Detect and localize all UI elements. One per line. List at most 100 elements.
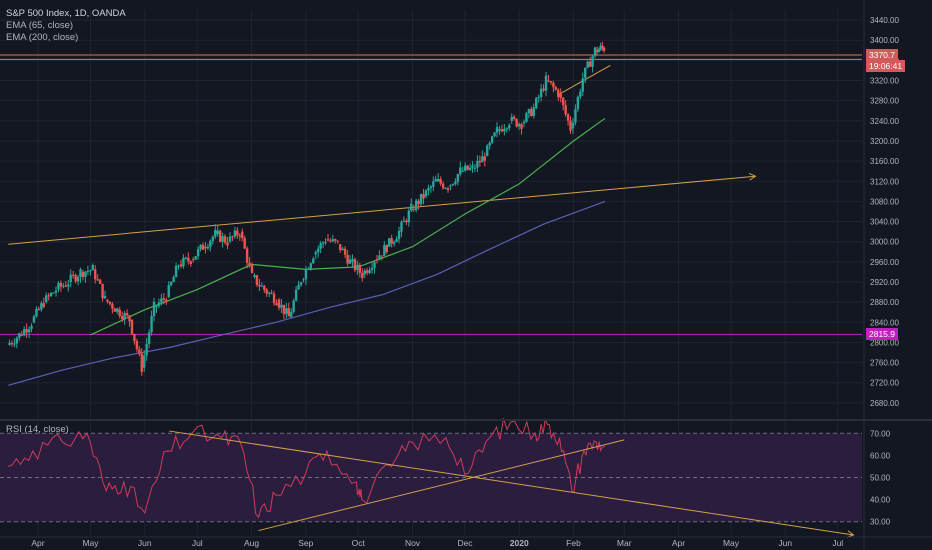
candle[interactable] — [96, 274, 99, 282]
candle[interactable] — [407, 207, 411, 227]
candle[interactable] — [294, 286, 298, 302]
candle[interactable] — [287, 302, 290, 317]
candle[interactable] — [64, 281, 68, 288]
candle[interactable] — [397, 226, 401, 244]
candle[interactable] — [228, 232, 232, 244]
candle[interactable] — [18, 332, 21, 341]
candle[interactable] — [192, 256, 195, 263]
candle[interactable] — [42, 297, 45, 309]
candle[interactable] — [463, 162, 467, 173]
candle[interactable] — [184, 256, 188, 260]
candle[interactable] — [30, 323, 33, 333]
trendline[interactable] — [8, 175, 756, 245]
candle[interactable] — [54, 286, 58, 297]
candle[interactable] — [517, 122, 521, 131]
candle[interactable] — [182, 254, 185, 269]
candle[interactable] — [270, 289, 273, 295]
candle[interactable] — [459, 161, 462, 177]
candle[interactable] — [214, 224, 217, 240]
candle[interactable] — [584, 67, 587, 84]
candle[interactable] — [434, 175, 437, 182]
candle[interactable] — [581, 72, 584, 97]
candle[interactable] — [466, 165, 469, 171]
candle[interactable] — [37, 306, 41, 311]
candle[interactable] — [405, 218, 408, 226]
candle[interactable] — [410, 198, 413, 213]
candle[interactable] — [236, 227, 239, 239]
candle[interactable] — [586, 60, 589, 69]
candle[interactable] — [417, 198, 420, 210]
candle[interactable] — [486, 144, 489, 157]
ema200-line[interactable] — [8, 200, 606, 386]
candle[interactable] — [356, 260, 359, 276]
candle[interactable] — [263, 284, 266, 293]
candle[interactable] — [125, 309, 129, 317]
candle[interactable] — [468, 163, 472, 172]
candle[interactable] — [390, 234, 393, 248]
candle[interactable] — [81, 269, 85, 281]
candle[interactable] — [500, 124, 504, 133]
candle[interactable] — [552, 80, 555, 93]
candle[interactable] — [530, 106, 533, 117]
candle[interactable] — [211, 235, 215, 245]
ema200-legend[interactable]: EMA (200, close) — [6, 32, 79, 43]
candle[interactable] — [595, 46, 599, 56]
candle[interactable] — [196, 246, 200, 260]
candle[interactable] — [267, 291, 271, 298]
candle[interactable] — [243, 235, 246, 250]
candle[interactable] — [231, 235, 234, 242]
candle[interactable] — [437, 173, 440, 182]
candle[interactable] — [527, 108, 531, 119]
candle[interactable] — [481, 150, 484, 163]
candle[interactable] — [478, 155, 482, 167]
symbol-title[interactable]: S&P 500 Index, 1D, OANDA — [6, 8, 126, 19]
candle[interactable] — [157, 298, 161, 309]
candle[interactable] — [277, 297, 281, 311]
candle[interactable] — [439, 176, 442, 186]
candle[interactable] — [385, 244, 388, 254]
candle[interactable] — [172, 275, 175, 283]
candle[interactable] — [145, 338, 148, 361]
candle[interactable] — [309, 262, 313, 271]
candle[interactable] — [388, 238, 391, 247]
candle[interactable] — [241, 228, 244, 242]
candle[interactable] — [275, 299, 278, 306]
candle[interactable] — [321, 241, 325, 249]
candle[interactable] — [471, 161, 474, 173]
candle[interactable] — [508, 123, 511, 131]
candle[interactable] — [427, 184, 430, 196]
candle[interactable] — [162, 293, 166, 305]
candle[interactable] — [113, 307, 117, 312]
candle[interactable] — [265, 288, 268, 297]
candle[interactable] — [194, 256, 197, 260]
candle[interactable] — [544, 71, 548, 97]
candle[interactable] — [473, 163, 477, 173]
candle[interactable] — [370, 261, 374, 274]
candle[interactable] — [67, 279, 70, 292]
candle[interactable] — [515, 118, 518, 128]
candle[interactable] — [539, 83, 543, 102]
candle[interactable] — [319, 241, 322, 254]
candle[interactable] — [140, 348, 143, 376]
candle[interactable] — [155, 305, 158, 314]
candle[interactable] — [272, 290, 276, 306]
candle[interactable] — [373, 260, 376, 274]
candle[interactable] — [221, 232, 224, 248]
candle[interactable] — [8, 339, 11, 346]
candle[interactable] — [392, 240, 396, 247]
candle[interactable] — [297, 280, 300, 290]
candle[interactable] — [561, 97, 565, 111]
candle[interactable] — [304, 265, 308, 286]
candle[interactable] — [160, 293, 163, 306]
candle[interactable] — [123, 311, 126, 325]
candle[interactable] — [601, 41, 604, 52]
candle[interactable] — [375, 254, 379, 264]
candle[interactable] — [395, 236, 398, 243]
candle[interactable] — [378, 250, 381, 261]
candle[interactable] — [209, 239, 212, 252]
candle[interactable] — [255, 274, 259, 287]
candle[interactable] — [133, 333, 136, 345]
candle[interactable] — [432, 176, 435, 192]
candle[interactable] — [542, 84, 545, 93]
candle[interactable] — [233, 226, 237, 239]
